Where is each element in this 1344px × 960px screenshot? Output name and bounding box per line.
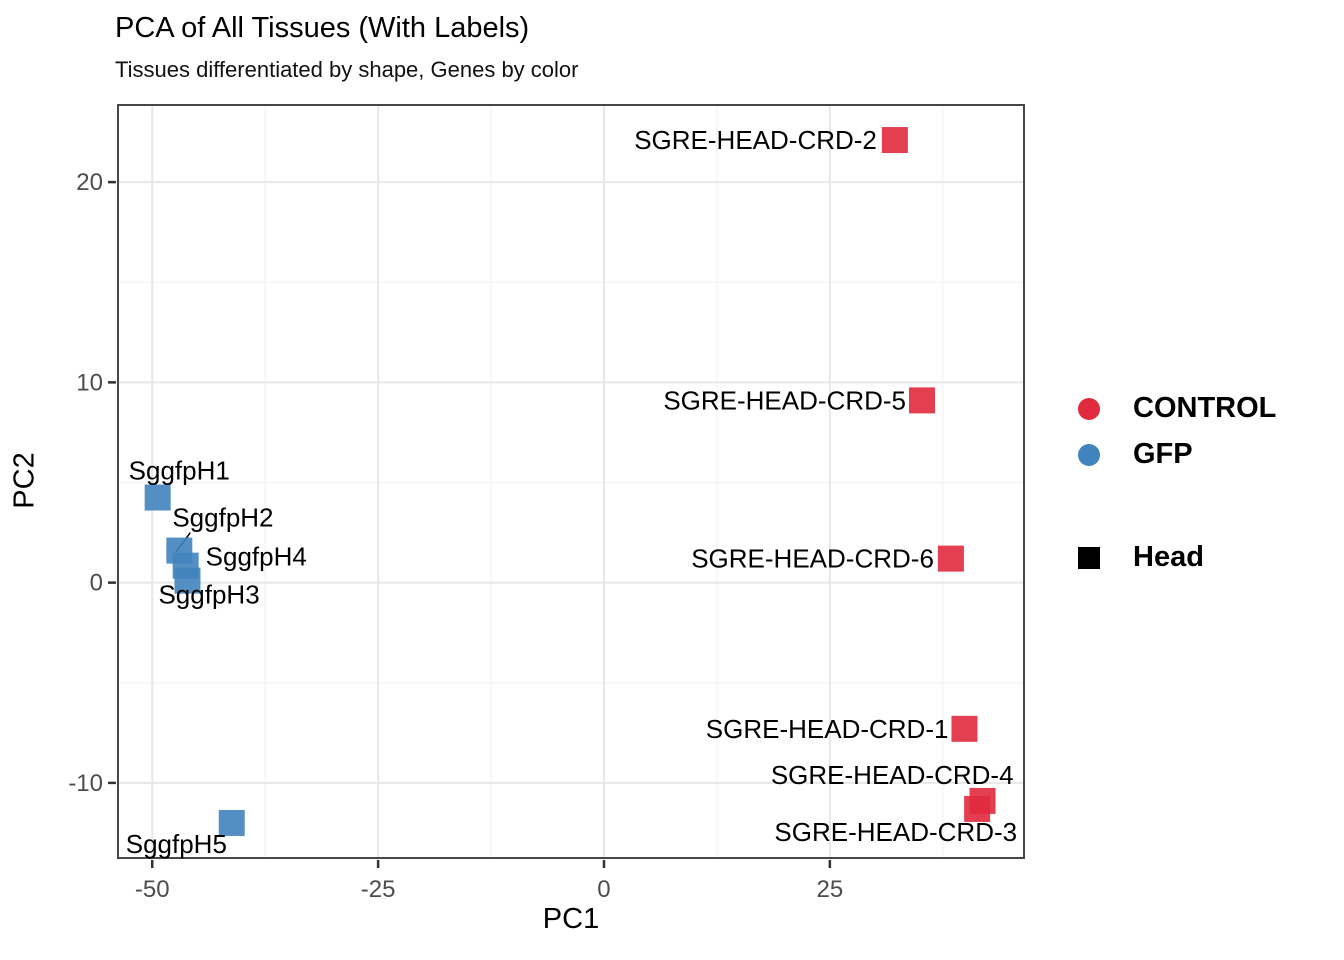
x-tick-label: 25: [816, 876, 843, 903]
legend-label-control: CONTROL: [1133, 392, 1277, 424]
data-point-control: [909, 387, 936, 414]
x-tick-label: -50: [135, 876, 170, 903]
point-label: SggfpH2: [172, 503, 273, 533]
chart-title: PCA of All Tissues (With Labels): [115, 12, 530, 44]
data-point-gfp: [218, 809, 245, 836]
point-label: SGRE-HEAD-CRD-4: [771, 760, 1014, 790]
point-label: SggfpH5: [126, 829, 227, 859]
data-point-control: [881, 127, 908, 154]
panel-border: [117, 104, 1025, 859]
legend-label-gfp: GFP: [1133, 438, 1193, 470]
point-label: SggfpH3: [158, 580, 259, 610]
legend-entry-head: Head: [1078, 541, 1204, 574]
legend-entry-control: CONTROL: [1078, 392, 1276, 425]
data-point-gfp: [144, 484, 171, 511]
x-axis-title: PC1: [542, 903, 600, 935]
data-point-control: [951, 715, 978, 742]
point-label: SGRE-HEAD-CRD-6: [691, 544, 934, 574]
point-label: SGRE-HEAD-CRD-2: [634, 125, 877, 155]
point-label: SGRE-HEAD-CRD-1: [706, 714, 949, 744]
y-tick-label: 0: [90, 570, 103, 597]
point-label: SggfpH1: [129, 456, 230, 486]
point-label: SGRE-HEAD-CRD-5: [663, 385, 906, 415]
point-label: SGRE-HEAD-CRD-3: [774, 817, 1017, 847]
gfp-color-swatch-icon: [1078, 443, 1100, 466]
chart-subtitle: Tissues differentiated by shape, Genes b…: [115, 57, 579, 82]
x-tick-label: -25: [361, 876, 396, 903]
point-label: SggfpH4: [206, 542, 307, 572]
legend-label-head: Head: [1133, 541, 1204, 573]
y-tick-label: -10: [68, 770, 103, 797]
legend-entry-gfp: GFP: [1078, 438, 1193, 471]
y-tick-label: 20: [76, 169, 103, 196]
head-shape-swatch-icon: [1078, 546, 1100, 569]
data-point-gfp: [174, 567, 201, 594]
data-point-control: [937, 545, 964, 572]
y-axis-title: PC2: [8, 452, 41, 509]
y-tick-label: 10: [76, 369, 103, 396]
control-color-swatch-icon: [1078, 397, 1100, 420]
x-tick-label: 0: [597, 876, 610, 903]
data-point-control: [964, 795, 991, 822]
